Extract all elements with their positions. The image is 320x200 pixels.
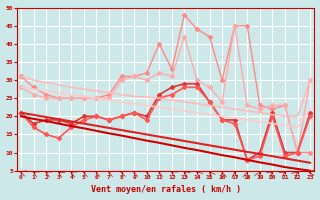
X-axis label: Vent moyen/en rafales ( km/h ): Vent moyen/en rafales ( km/h ) [91,185,241,194]
